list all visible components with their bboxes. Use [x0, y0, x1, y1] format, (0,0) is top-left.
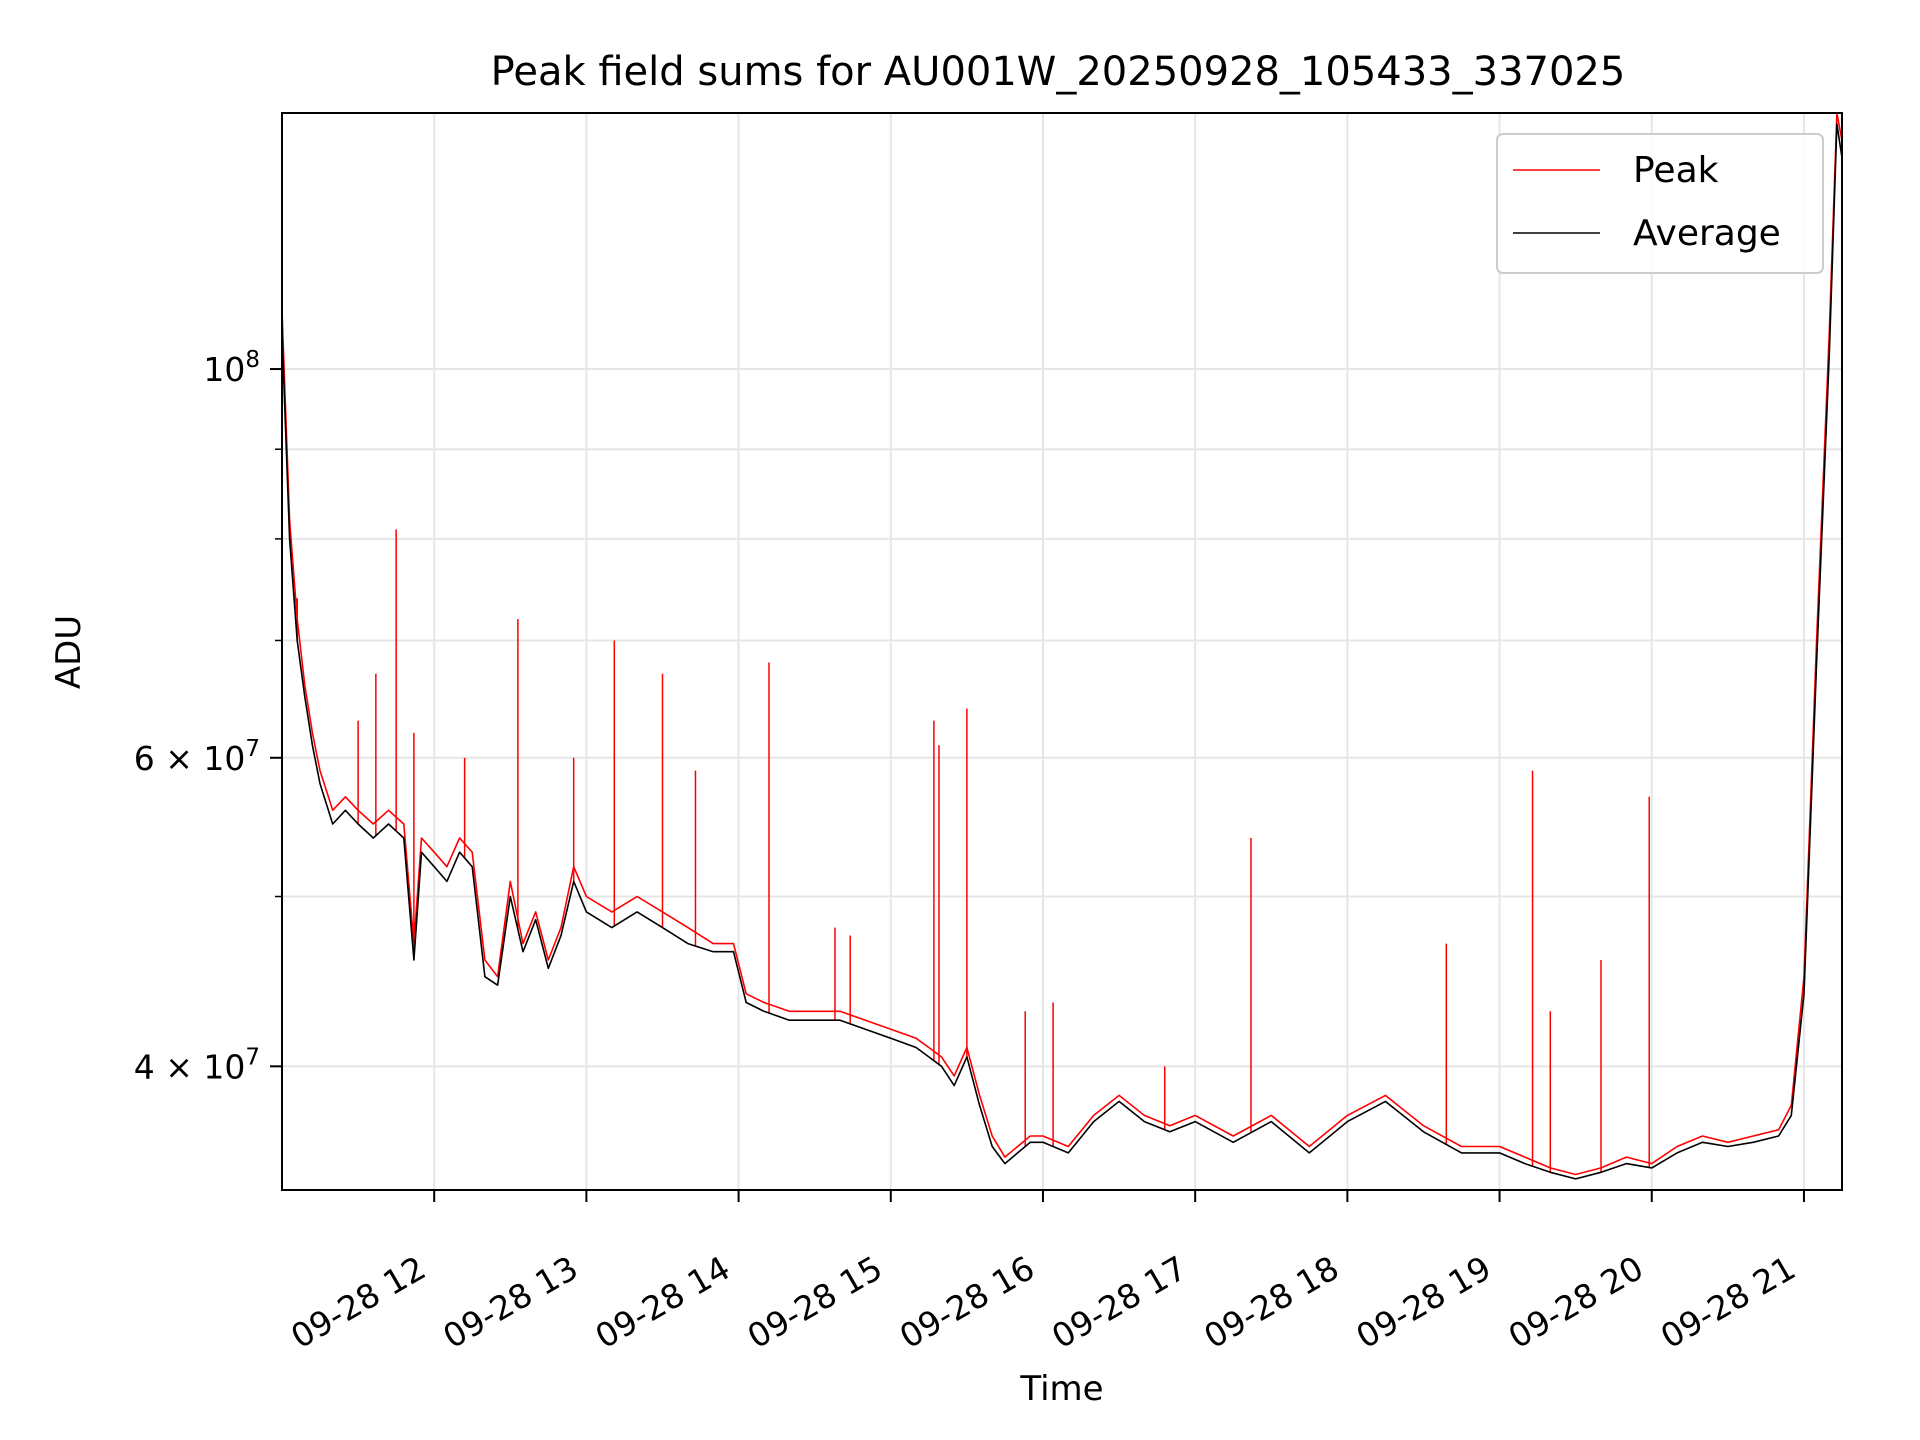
legend-label-peak: Peak — [1633, 150, 1719, 191]
chart-title: Peak field sums for AU001W_20250928_1054… — [491, 49, 1626, 95]
legend-box — [1496, 133, 1824, 274]
series-lines — [281, 112, 1843, 1180]
x-axis-label: Time — [1019, 1369, 1103, 1409]
y-axis-label: ADU — [49, 615, 89, 689]
y-tick-label: 6 × 107 — [134, 736, 260, 778]
y-tick-label: 108 — [203, 347, 260, 389]
grid-lines — [282, 113, 1842, 1190]
y-axis-ticks: 4 × 107 6 × 107 108 — [134, 347, 282, 1086]
y-tick-label: 4 × 107 — [134, 1044, 260, 1086]
plot-area-frame — [281, 112, 1843, 1191]
legend-label-average: Average — [1633, 213, 1781, 254]
legend: Peak Average — [1496, 133, 1824, 274]
series-line-average — [281, 123, 1843, 1180]
series-line-peak — [281, 112, 1843, 1176]
